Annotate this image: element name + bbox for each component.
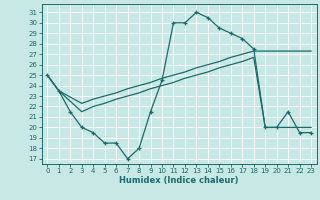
X-axis label: Humidex (Indice chaleur): Humidex (Indice chaleur) xyxy=(119,176,239,185)
